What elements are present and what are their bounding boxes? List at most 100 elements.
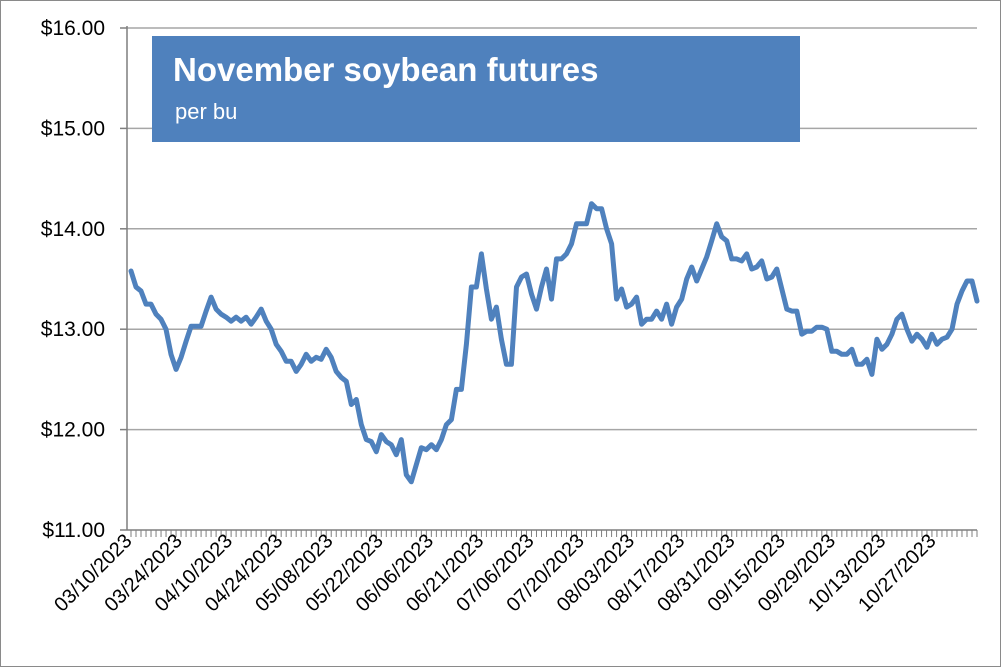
data-point [810, 329, 814, 334]
data-point [559, 257, 564, 261]
data-point [494, 305, 499, 309]
data-point [855, 362, 859, 367]
data-point [885, 342, 889, 347]
series-layer [128, 201, 980, 485]
data-point [780, 287, 784, 291]
data-point [149, 302, 153, 306]
data-point [970, 279, 974, 283]
data-point [164, 327, 168, 332]
title-box-background [152, 36, 800, 142]
data-point [379, 432, 384, 437]
data-point [129, 269, 133, 273]
data-point [895, 317, 899, 322]
data-point [479, 252, 484, 256]
data-point [314, 355, 319, 360]
data-point [514, 285, 519, 289]
axes [120, 26, 978, 537]
data-point [699, 267, 704, 271]
data-point [744, 252, 749, 256]
y-tick-label: $16.00 [41, 17, 105, 40]
data-point [975, 299, 979, 303]
data-point [249, 322, 253, 327]
data-point [659, 317, 664, 322]
data-point [244, 315, 248, 320]
data-point [334, 369, 339, 374]
data-point [935, 342, 939, 347]
data-point [274, 342, 279, 347]
data-point [304, 352, 309, 357]
data-point [259, 307, 264, 311]
data-point [319, 357, 324, 362]
data-point [875, 337, 879, 342]
data-point [945, 335, 949, 340]
data-point [925, 345, 929, 350]
data-point [309, 359, 314, 364]
data-point [394, 452, 399, 457]
data-point [344, 379, 349, 384]
data-point [619, 287, 624, 291]
data-point [820, 325, 824, 330]
data-point [264, 319, 269, 324]
data-point [850, 347, 854, 352]
data-point [679, 297, 684, 301]
data-point [204, 309, 208, 313]
data-point [714, 222, 719, 226]
data-point [159, 317, 163, 322]
data-point [825, 327, 829, 332]
data-point [404, 473, 409, 477]
data-point [464, 342, 469, 347]
chart-title: November soybean futures [173, 51, 598, 88]
data-point [269, 327, 274, 332]
data-point [239, 319, 243, 324]
series-line [128, 201, 980, 485]
data-point [154, 312, 158, 316]
data-point [199, 324, 203, 329]
data-point [424, 447, 429, 452]
data-point [179, 355, 183, 360]
data-point [614, 297, 619, 301]
data-point [840, 352, 844, 357]
data-point [299, 362, 304, 367]
y-axis-ticks: $11.00 $12.00 $13.00 $14.00 $15.00 $16.00 [41, 17, 105, 542]
data-point [835, 349, 839, 354]
data-point [880, 347, 884, 352]
data-point [329, 355, 334, 360]
data-point [449, 417, 454, 422]
data-point [389, 442, 394, 447]
data-point [795, 309, 799, 313]
data-point [639, 322, 644, 327]
data-point [950, 327, 954, 332]
data-point [604, 227, 609, 231]
data-point [830, 349, 834, 354]
data-point [434, 447, 439, 452]
data-point [704, 255, 709, 259]
data-point [224, 315, 228, 320]
data-point [569, 242, 574, 246]
data-point [469, 285, 474, 289]
data-point [589, 201, 594, 206]
data-point [689, 265, 694, 269]
data-point [349, 402, 354, 407]
data-point [905, 327, 909, 332]
data-point [229, 319, 233, 324]
data-point [544, 267, 549, 271]
data-point [765, 277, 769, 281]
data-point [454, 387, 459, 392]
data-point [800, 332, 804, 337]
data-point [960, 289, 964, 293]
data-point [734, 257, 739, 261]
data-point [920, 337, 924, 342]
y-tick-label: $11.00 [42, 519, 105, 542]
data-point [624, 305, 629, 309]
data-point [499, 337, 504, 342]
data-point [459, 387, 464, 392]
data-point [634, 295, 639, 299]
data-point [534, 307, 539, 311]
data-point [584, 222, 589, 226]
data-point [724, 239, 729, 243]
data-point [429, 442, 434, 447]
data-point [694, 279, 699, 283]
data-point [749, 267, 754, 271]
